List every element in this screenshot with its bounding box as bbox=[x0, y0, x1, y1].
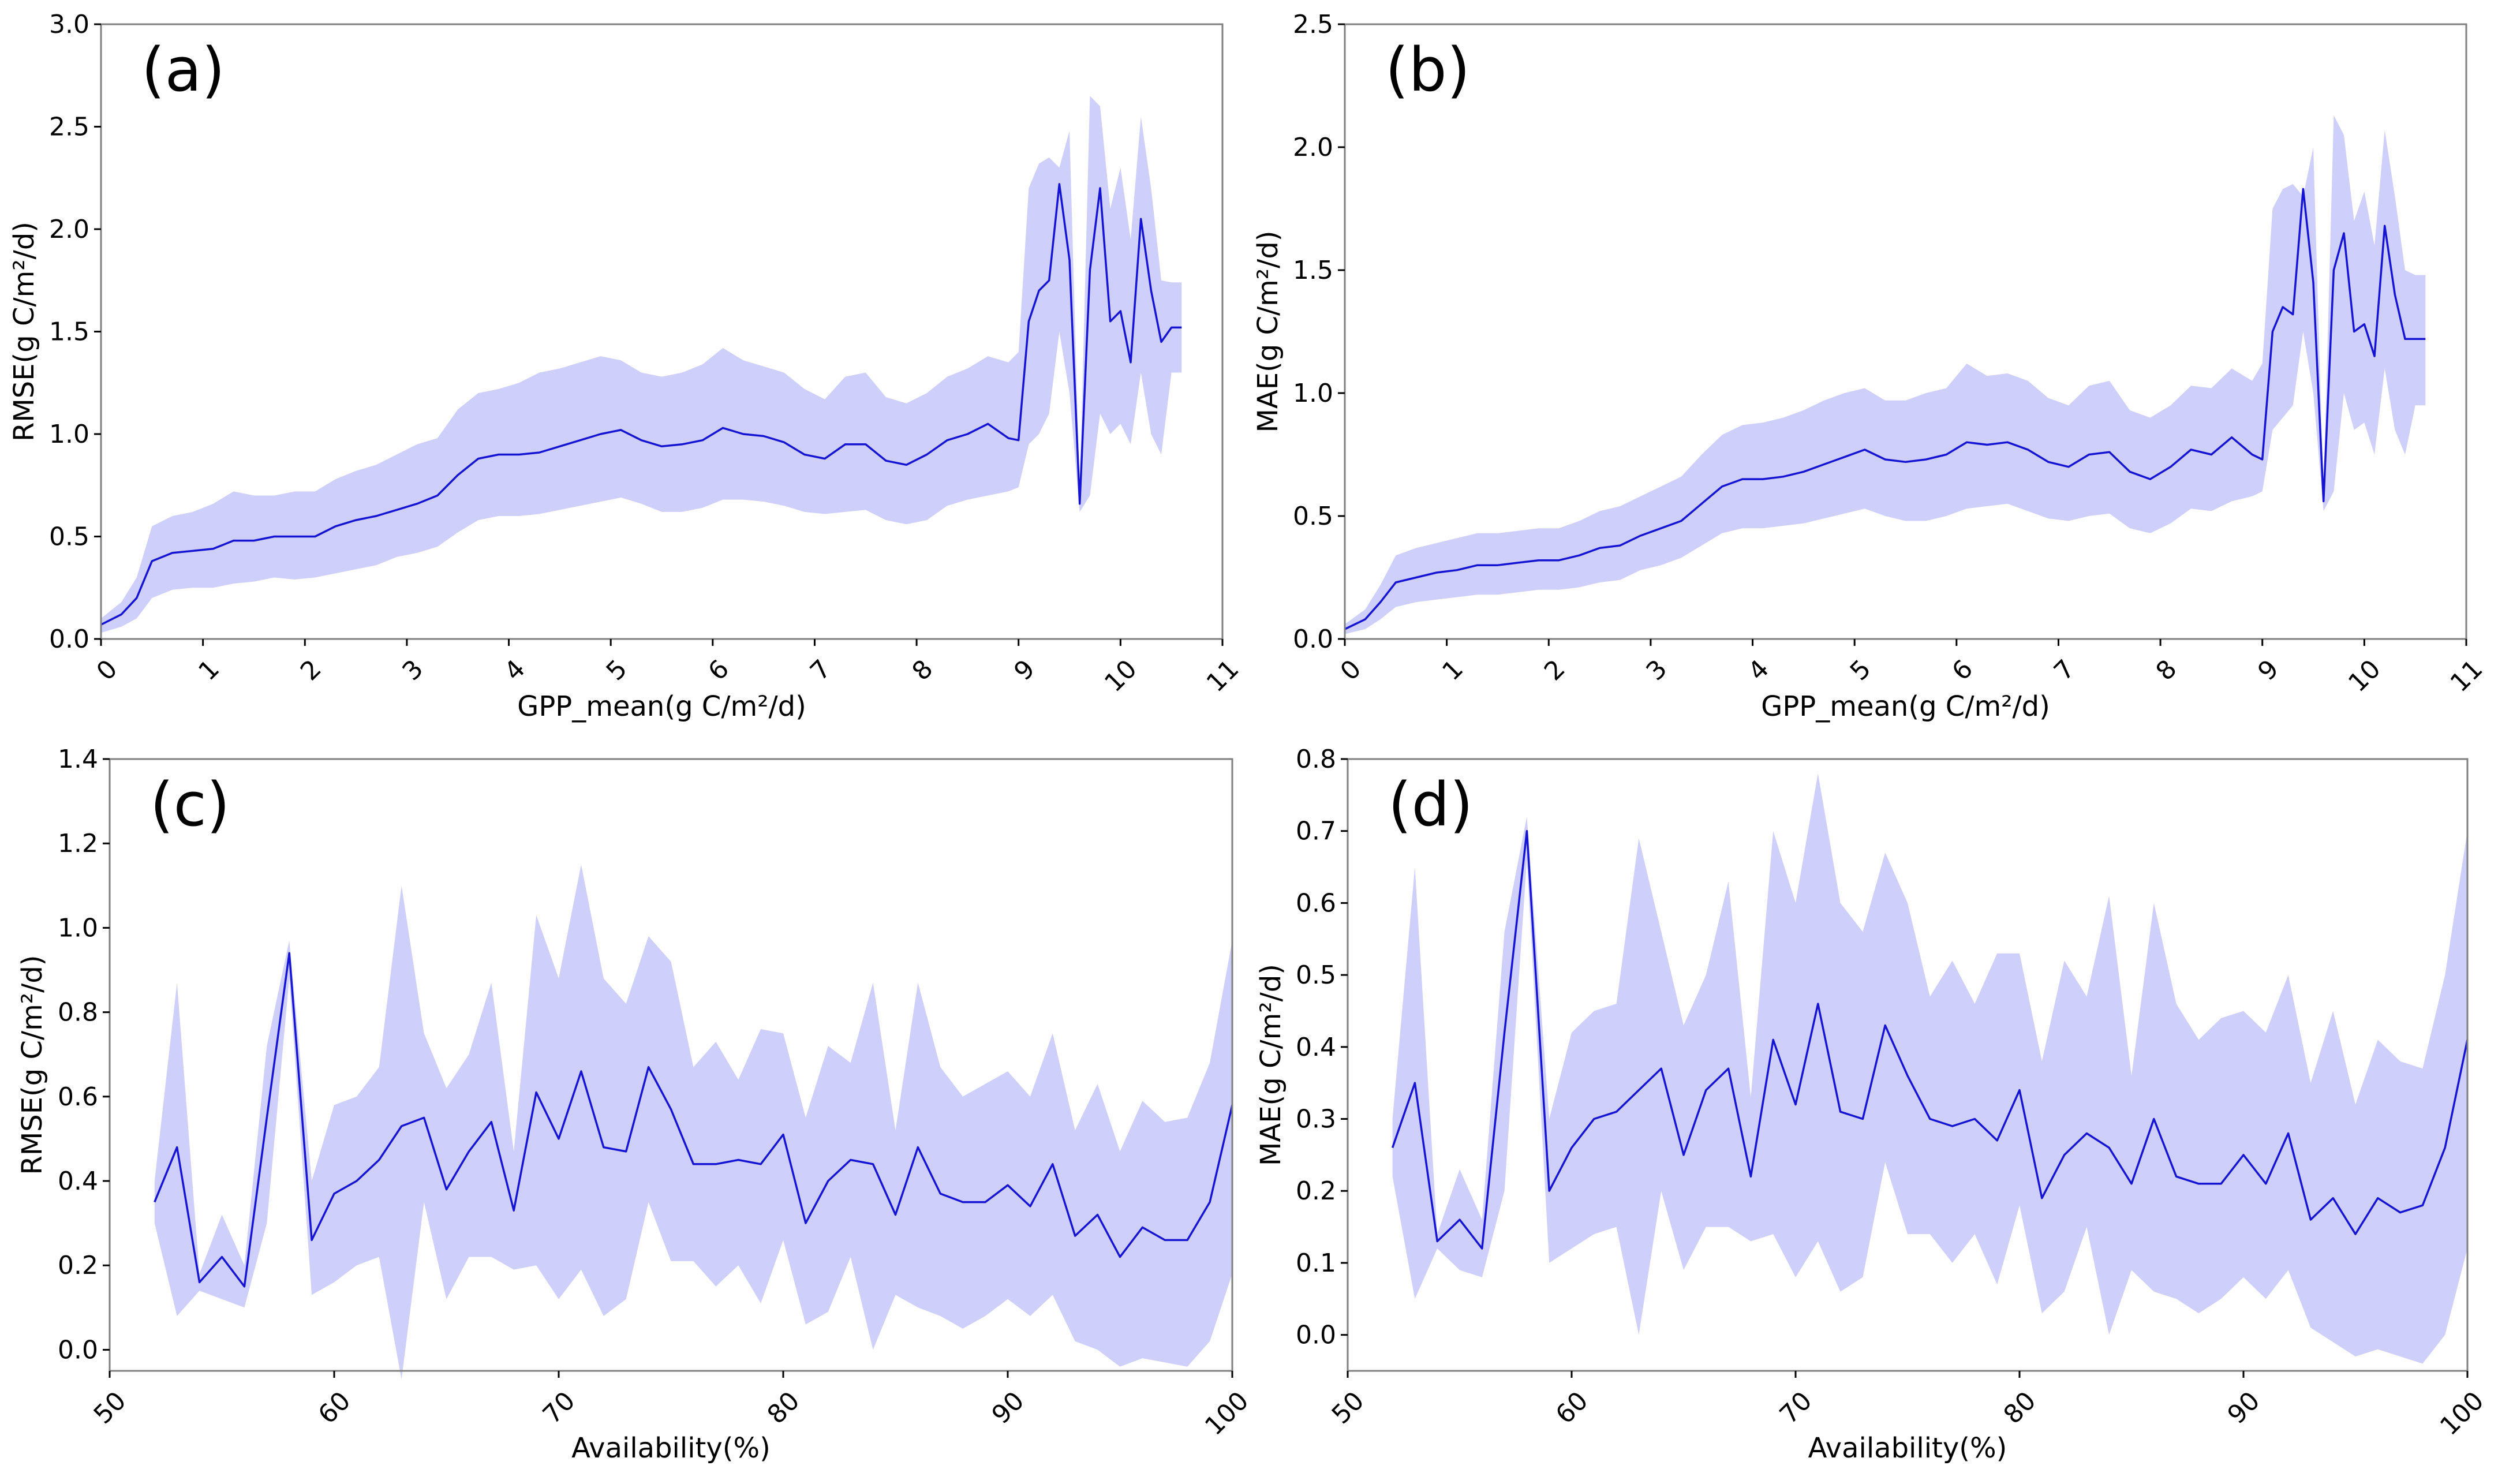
panel-b-ytick-label: 1.0 bbox=[1293, 379, 1333, 408]
panel-a-ytick-label: 2.0 bbox=[49, 215, 89, 244]
panel-d-ytick-label: 0.1 bbox=[1296, 1248, 1336, 1278]
panel-c-band-mean bbox=[154, 864, 1232, 1380]
panel-a-line-mean bbox=[100, 183, 1182, 626]
panel-c-ytick-label: 1.0 bbox=[58, 913, 98, 943]
panel-c-letter: (c) bbox=[150, 769, 230, 840]
panel-a-band-mean bbox=[101, 96, 1182, 633]
panel-b-letter: (b) bbox=[1385, 35, 1470, 105]
panel-b-ytick-label: 0.5 bbox=[1293, 502, 1333, 531]
panel-d-xlabel: Availability(%) bbox=[1808, 1432, 2007, 1464]
panel-a-ytick-label: 3.0 bbox=[49, 10, 89, 39]
panel-a-ytick-label: 1.0 bbox=[49, 420, 89, 449]
panel-a-xlabel: GPP_mean(g C/m²/d) bbox=[517, 690, 806, 723]
panel-d-ytick-label: 0.3 bbox=[1296, 1105, 1336, 1134]
panel-b-ytick-label: 2.0 bbox=[1293, 133, 1333, 162]
panel-c-line-mean bbox=[154, 952, 1233, 1288]
panel-b-band-mean bbox=[1345, 115, 2426, 634]
panel-d-ytick-label: 0.6 bbox=[1296, 888, 1336, 918]
panel-d-ytick-label: 0.7 bbox=[1296, 817, 1336, 846]
panel-a-ytick-label: 0.5 bbox=[49, 522, 89, 552]
panel-a: 0.00.51.01.52.02.53.00 1 2 3 4 5 6 7 8 9 10 11GPP_m… bbox=[8, 10, 1244, 723]
panel-d-ytick-label: 0.2 bbox=[1296, 1176, 1336, 1206]
panel-c-ytick-label: 0.2 bbox=[58, 1251, 98, 1280]
panel-c-ytick-label: 0.4 bbox=[58, 1167, 98, 1196]
panel-d-ytick-label: 0.0 bbox=[1296, 1321, 1336, 1350]
panel-d-line-mean bbox=[1391, 829, 2469, 1250]
panel-d-ytick-label: 0.8 bbox=[1296, 745, 1336, 774]
panel-d-frame bbox=[1347, 758, 2469, 1372]
panel-d-band-mean bbox=[1392, 773, 2467, 1364]
panel-b-frame bbox=[1344, 23, 2467, 640]
panel-c-frame bbox=[109, 758, 1233, 1372]
panel-c-ytick-label: 0.8 bbox=[58, 998, 98, 1027]
panel-d: 0.00.10.20.30.40.50.60.70.850 60 70 80 90 100… bbox=[1255, 745, 2489, 1464]
panel-b-ytick-label: 2.5 bbox=[1293, 10, 1333, 39]
panel-a-ytick-label: 0.0 bbox=[49, 625, 89, 654]
panel-c-ytick-label: 1.2 bbox=[58, 829, 98, 858]
panel-a-ylabel: RMSE(g C/m²/d) bbox=[8, 222, 40, 442]
panel-b-xlabel: GPP_mean(g C/m²/d) bbox=[1761, 690, 2050, 723]
panel-c-xlabel: Availability(%) bbox=[571, 1432, 771, 1464]
panel-a-letter: (a) bbox=[141, 35, 225, 105]
panel-d-ylabel: MAE(g C/m²/d) bbox=[1255, 964, 1287, 1166]
panel-c-ytick-label: 0.0 bbox=[58, 1335, 98, 1365]
panel-a-ytick-label: 1.5 bbox=[49, 317, 89, 347]
panel-d-ytick-label: 0.5 bbox=[1296, 960, 1336, 990]
panel-d-letter: (d) bbox=[1388, 769, 1473, 840]
panel-b-line-mean bbox=[1344, 188, 2426, 630]
panel-b-ytick-label: 0.0 bbox=[1293, 625, 1333, 654]
panel-c-ytick-label: 0.6 bbox=[58, 1082, 98, 1112]
panel-c-ytick-label: 1.4 bbox=[58, 745, 98, 774]
panel-d-ytick-label: 0.4 bbox=[1296, 1033, 1336, 1062]
panel-b-ytick-label: 1.5 bbox=[1293, 256, 1333, 285]
panel-c-ylabel: RMSE(g C/m²/d) bbox=[16, 955, 48, 1175]
panel-b-ylabel: MAE(g C/m²/d) bbox=[1252, 230, 1284, 432]
panel-a-ytick-label: 2.5 bbox=[49, 113, 89, 142]
